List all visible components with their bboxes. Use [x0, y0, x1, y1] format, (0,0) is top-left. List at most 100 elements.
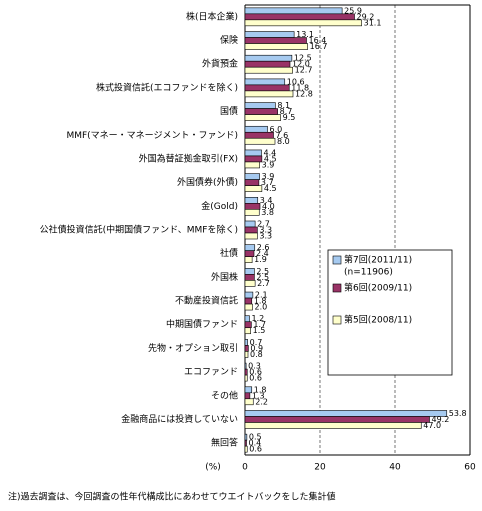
bar — [244, 368, 248, 376]
y-tick-label: 不動産投資信託 — [175, 295, 238, 307]
x-axis-label: (%) — [205, 463, 221, 473]
y-tick-label: 外国為替証拠金取引(FX) — [139, 152, 238, 164]
y-tick-label: 外国株 — [211, 271, 238, 283]
bar — [244, 232, 258, 240]
bar — [244, 185, 263, 192]
value-label: 10.6 — [287, 77, 305, 86]
y-tick-label: 外貨預金 — [202, 58, 238, 70]
value-label: 4.4 — [264, 148, 277, 157]
bar — [244, 31, 295, 38]
value-label: 25.9 — [344, 6, 362, 15]
value-label: 13.1 — [296, 30, 314, 39]
bar — [244, 280, 256, 287]
y-tick-label: 株式投資信託(エコファンドを除く) — [96, 81, 238, 93]
value-label: 1.8 — [254, 297, 267, 306]
legend-label: 第5回(2008/11) — [344, 314, 412, 326]
bar — [244, 209, 260, 216]
bar — [244, 179, 260, 186]
bar — [244, 274, 255, 281]
bar — [244, 125, 268, 133]
bar — [244, 197, 259, 204]
value-label: 3.3 — [259, 226, 272, 235]
bar — [244, 37, 307, 44]
y-tick-label: 株(日本企業) — [186, 10, 238, 22]
bar — [244, 244, 256, 251]
value-label: 3.9 — [262, 160, 275, 169]
value-label: 0.6 — [249, 368, 262, 377]
value-label: 4.5 — [264, 154, 277, 163]
bar — [244, 268, 255, 275]
bar — [244, 137, 276, 145]
y-tick-label: 金(Gold) — [201, 200, 238, 212]
value-label: 0.3 — [248, 362, 261, 371]
value-label: 1.5 — [253, 326, 266, 335]
value-label: 11.8 — [291, 83, 309, 92]
bar — [244, 90, 294, 98]
value-label: 1.2 — [252, 314, 265, 323]
bar — [244, 43, 308, 50]
value-label: 0.4 — [249, 439, 262, 448]
value-label: 0.9 — [250, 344, 263, 353]
bar — [244, 345, 249, 352]
value-label: 12.0 — [292, 60, 310, 69]
bar — [244, 392, 251, 400]
bar — [244, 149, 262, 157]
value-label: 2.4 — [256, 249, 269, 258]
value-label: 0.7 — [250, 338, 263, 347]
value-label: 2.6 — [257, 243, 270, 252]
value-label: 9.5 — [283, 113, 296, 122]
bar — [244, 291, 254, 299]
bar — [244, 321, 252, 329]
y-tick-label: 公社債投資信託(中期国債ファンド、MMFを除く) — [40, 224, 238, 236]
bar — [244, 327, 251, 335]
value-label: 2.5 — [256, 267, 269, 276]
bar — [244, 445, 248, 453]
value-label: 47.0 — [423, 421, 441, 430]
bar — [244, 155, 263, 163]
value-label: 0.6 — [249, 374, 262, 383]
value-label: 31.1 — [364, 18, 382, 27]
bar — [244, 422, 422, 429]
value-label: 0.8 — [250, 350, 263, 359]
value-label: 1.9 — [254, 255, 267, 264]
value-label: 3.8 — [261, 208, 274, 217]
y-tick-label: 保険 — [220, 34, 238, 46]
bar — [244, 60, 291, 68]
bar — [244, 410, 448, 417]
bar — [244, 220, 256, 228]
value-label: 4.5 — [264, 184, 277, 193]
value-label: 8.7 — [280, 107, 293, 116]
value-label: 3.4 — [260, 196, 273, 205]
value-label: 2.2 — [255, 397, 268, 406]
x-tick-label: 60 — [464, 463, 476, 473]
value-label: 1.8 — [254, 385, 267, 394]
y-tick-label: MMF(マネー・マネージメント・ファンド) — [66, 130, 238, 141]
bar — [244, 102, 276, 109]
bar — [244, 362, 247, 370]
value-label: 1.7 — [253, 320, 266, 329]
legend-swatch — [332, 283, 342, 293]
bar — [244, 250, 255, 257]
value-label: 2.7 — [257, 220, 270, 229]
bar — [244, 131, 274, 139]
bar — [244, 351, 249, 358]
bar — [244, 386, 253, 394]
value-label: 1.3 — [252, 391, 265, 400]
value-label: 49.2 — [432, 415, 450, 424]
bar — [244, 114, 281, 121]
x-tick-label: 40 — [389, 463, 401, 473]
value-label: 2.7 — [257, 279, 270, 288]
y-tick-label: 国債 — [220, 105, 238, 117]
value-label: 16.7 — [310, 42, 328, 51]
legend-note: (n=11906) — [344, 268, 393, 278]
value-label: 0.5 — [249, 433, 262, 442]
value-label: 12.5 — [294, 54, 312, 63]
legend-label: 第6回(2009/11) — [344, 282, 412, 294]
value-label: 8.0 — [277, 137, 290, 146]
bar — [244, 84, 290, 92]
bar — [244, 433, 248, 441]
value-label: 2.5 — [256, 273, 269, 282]
value-label: 29.2 — [357, 12, 375, 21]
value-label: 4.0 — [262, 202, 275, 211]
legend-swatch — [332, 255, 342, 265]
